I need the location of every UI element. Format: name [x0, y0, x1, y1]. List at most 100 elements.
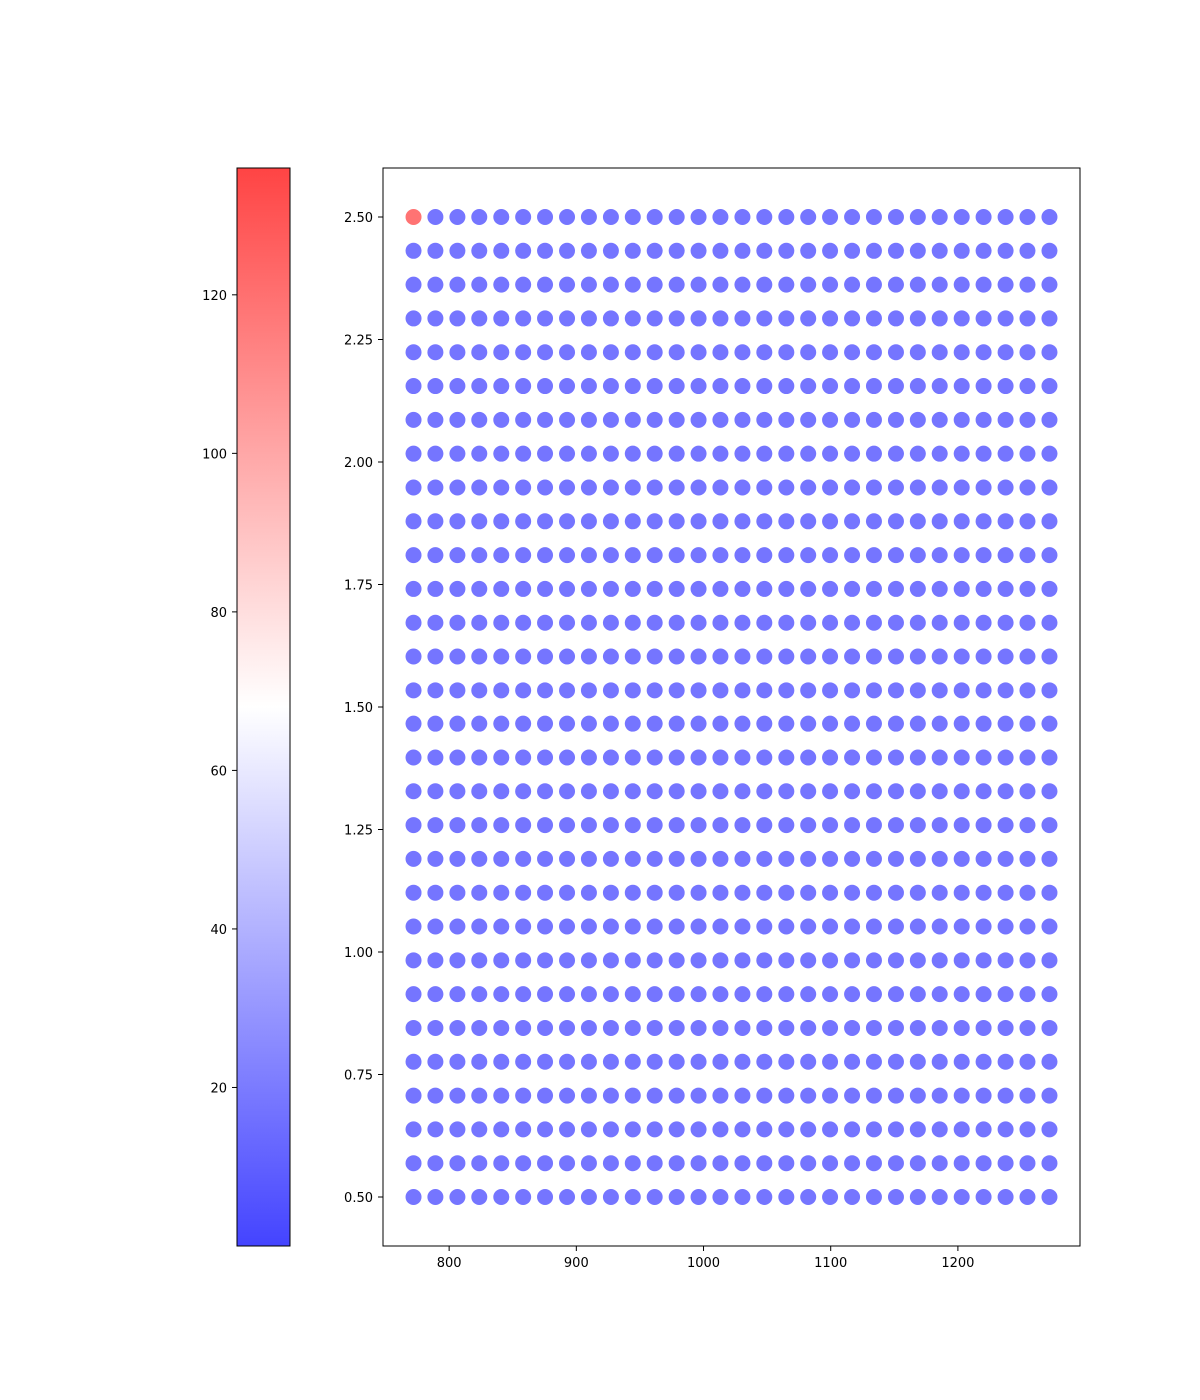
scatter-point [887, 209, 904, 225]
scatter-point [1019, 580, 1036, 597]
scatter-point [1041, 1053, 1058, 1070]
scatter-point [756, 479, 773, 496]
scatter-point [734, 850, 751, 867]
scatter-point [887, 479, 904, 496]
scatter-point [844, 547, 861, 564]
scatter-point [405, 715, 422, 732]
scatter-point [668, 1121, 685, 1138]
scatter-point [493, 445, 510, 462]
scatter-point [712, 547, 729, 564]
scatter-point [515, 1155, 532, 1172]
scatter-point [493, 1155, 510, 1172]
scatter-point [1019, 276, 1036, 293]
scatter-point [778, 547, 795, 564]
scatter-point [822, 648, 839, 665]
scatter-point [975, 1019, 992, 1036]
scatter-point [471, 783, 488, 800]
scatter-point [580, 817, 597, 834]
scatter-point [931, 513, 948, 530]
scatter-point [865, 411, 882, 428]
scatter-point [1019, 1053, 1036, 1070]
scatter-point [931, 580, 948, 597]
scatter-point [690, 986, 707, 1003]
scatter-point [405, 884, 422, 901]
scatter-point [427, 749, 444, 766]
scatter-point [471, 884, 488, 901]
scatter-point [865, 580, 882, 597]
scatter-point [756, 242, 773, 259]
scatter-point [668, 783, 685, 800]
scatter-point [931, 682, 948, 699]
scatter-point [909, 749, 926, 766]
scatter-point [471, 209, 488, 225]
scatter-point [734, 749, 751, 766]
scatter-point [1041, 783, 1058, 800]
scatter-point [778, 1087, 795, 1104]
scatter-point [493, 986, 510, 1003]
scatter-point [537, 344, 554, 361]
scatter-point [624, 1155, 641, 1172]
scatter-point [1041, 715, 1058, 732]
scatter-point [559, 513, 576, 530]
scatter-point [887, 580, 904, 597]
scatter-point [690, 1019, 707, 1036]
scatter-point [405, 918, 422, 935]
scatter-point [931, 715, 948, 732]
scatter-point [997, 411, 1014, 428]
scatter-point [844, 783, 861, 800]
scatter-point [712, 513, 729, 530]
scatter-point [1041, 817, 1058, 834]
scatter-point [997, 648, 1014, 665]
scatter-point [427, 479, 444, 496]
scatter-point [1041, 242, 1058, 259]
scatter-point [624, 242, 641, 259]
scatter-point [822, 1019, 839, 1036]
scatter-point [690, 344, 707, 361]
scatter-point [1041, 749, 1058, 766]
scatter-point [975, 445, 992, 462]
scatter-point [734, 1155, 751, 1172]
scatter-point [865, 209, 882, 225]
scatter-point [800, 1019, 817, 1036]
scatter-point [493, 817, 510, 834]
scatter-point [822, 209, 839, 225]
scatter-point [865, 1019, 882, 1036]
scatter-point [602, 749, 619, 766]
scatter-point [668, 749, 685, 766]
scatter-point [1041, 1019, 1058, 1036]
scatter-point [865, 783, 882, 800]
scatter-point [953, 513, 970, 530]
scatter-point [844, 986, 861, 1003]
scatter-point [909, 884, 926, 901]
scatter-point [844, 1155, 861, 1172]
scatter-point [865, 378, 882, 395]
scatter-point [909, 850, 926, 867]
scatter-point [1019, 1087, 1036, 1104]
scatter-point [668, 918, 685, 935]
scatter-point [1019, 648, 1036, 665]
scatter-point [580, 783, 597, 800]
scatter-point [580, 276, 597, 293]
x-tick-label: 1000 [687, 1256, 720, 1271]
scatter-point [734, 547, 751, 564]
scatter-point [909, 1053, 926, 1070]
scatter-point [559, 1019, 576, 1036]
scatter-point [953, 648, 970, 665]
scatter-point [427, 614, 444, 631]
scatter-point [405, 1155, 422, 1172]
scatter-point [559, 783, 576, 800]
scatter-point [1019, 614, 1036, 631]
scatter-point [997, 749, 1014, 766]
scatter-point [602, 209, 619, 225]
scatter-point [887, 344, 904, 361]
y-tick-label: 1.25 [344, 824, 373, 839]
scatter-point [493, 648, 510, 665]
scatter-point [646, 547, 663, 564]
scatter-point [712, 1019, 729, 1036]
scatter-point [734, 310, 751, 327]
scatter-point [997, 952, 1014, 969]
scatter-point [931, 648, 948, 665]
scatter-point [537, 648, 554, 665]
scatter-point [953, 783, 970, 800]
scatter-point [712, 1155, 729, 1172]
